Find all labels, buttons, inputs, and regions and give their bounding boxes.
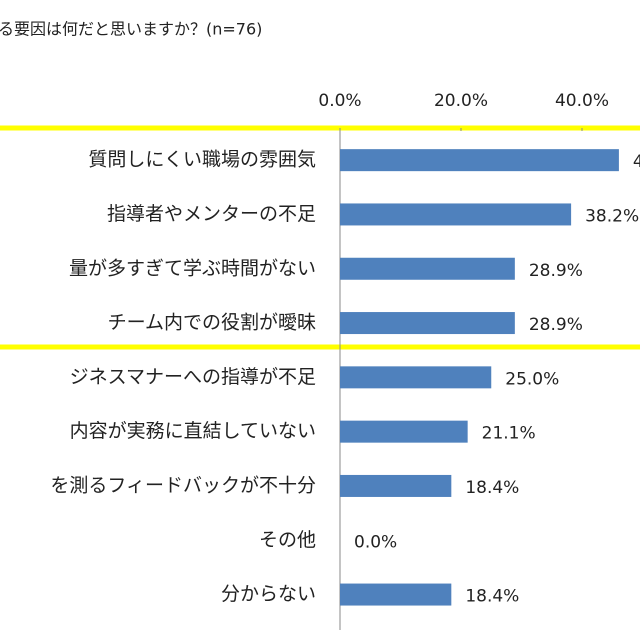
value-label: 25.0%	[505, 369, 559, 389]
y-tick-label: 質問しにくい職場の雰囲気	[88, 149, 316, 171]
chart-title: る要因は何だと思いますか？(n=76)	[0, 20, 262, 39]
y-tick-label: 量が多すぎて学ぶ時間がない	[69, 257, 316, 279]
bar	[340, 312, 515, 335]
bar	[340, 583, 452, 606]
y-tick-label: 指導者やメンターの不足	[107, 203, 316, 225]
value-label: 21.1%	[482, 424, 536, 444]
bar	[340, 366, 492, 389]
bar	[340, 257, 515, 280]
value-label: 18.4%	[465, 478, 519, 498]
value-label: 38.2%	[585, 206, 639, 226]
bar	[340, 203, 572, 226]
y-tick-label: チーム内での役割が曖昧	[108, 312, 316, 334]
x-tick-label: 0.0%	[318, 91, 361, 111]
y-tick-label: 分からない	[221, 583, 316, 605]
y-tick-label: その他	[259, 529, 316, 551]
value-label: 28.9%	[529, 261, 583, 281]
value-label: 0.0%	[354, 532, 397, 552]
y-tick-label: 内容が実務に直結していない	[70, 420, 316, 442]
bar	[340, 474, 452, 497]
x-tick-label: 40.0%	[555, 91, 609, 111]
bar	[340, 420, 468, 443]
value-label: 46.1%	[633, 152, 640, 172]
y-tick-label: を測るフィードバックが不十分	[50, 474, 316, 496]
value-label: 18.4%	[465, 587, 519, 607]
value-label: 28.9%	[529, 315, 583, 335]
y-tick-label: ジネスマナーへの指導が不足	[70, 366, 316, 388]
x-tick-label: 20.0%	[434, 91, 488, 111]
bar	[340, 149, 619, 172]
